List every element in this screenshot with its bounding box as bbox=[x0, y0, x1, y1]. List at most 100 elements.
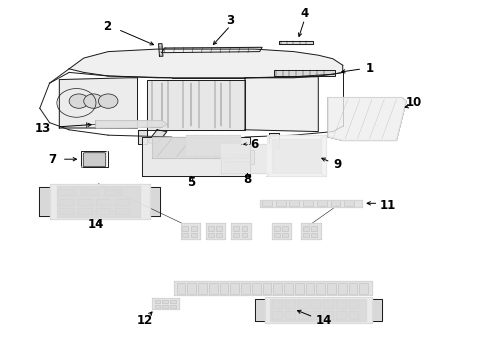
Polygon shape bbox=[372, 300, 382, 320]
Bar bbox=[284, 283, 293, 294]
Text: 14: 14 bbox=[316, 314, 332, 327]
Bar bbox=[155, 300, 160, 303]
Bar bbox=[198, 283, 207, 294]
Bar bbox=[191, 141, 233, 149]
Text: 5: 5 bbox=[187, 176, 196, 189]
Circle shape bbox=[84, 94, 103, 108]
Bar bbox=[191, 226, 196, 231]
Bar bbox=[273, 283, 282, 294]
Text: 2: 2 bbox=[103, 20, 111, 33]
Bar bbox=[312, 226, 318, 231]
Bar bbox=[295, 283, 304, 294]
Polygon shape bbox=[162, 47, 262, 53]
Bar bbox=[338, 283, 346, 294]
Text: 3: 3 bbox=[226, 14, 234, 27]
Bar bbox=[78, 208, 92, 214]
Polygon shape bbox=[147, 130, 167, 144]
Bar bbox=[312, 233, 318, 237]
Text: 12: 12 bbox=[137, 314, 153, 327]
FancyBboxPatch shape bbox=[83, 153, 106, 167]
Bar bbox=[176, 283, 185, 294]
Text: 1: 1 bbox=[366, 62, 374, 75]
Polygon shape bbox=[267, 135, 326, 176]
Text: 8: 8 bbox=[244, 173, 251, 186]
Bar bbox=[303, 226, 309, 231]
Bar bbox=[193, 150, 199, 153]
Bar bbox=[348, 311, 358, 319]
Polygon shape bbox=[152, 137, 240, 158]
Bar bbox=[216, 226, 222, 231]
Bar bbox=[233, 233, 239, 237]
Text: 11: 11 bbox=[379, 199, 395, 212]
Bar bbox=[220, 283, 228, 294]
Polygon shape bbox=[143, 137, 250, 176]
Circle shape bbox=[98, 94, 118, 108]
Bar bbox=[208, 226, 214, 231]
Polygon shape bbox=[150, 187, 160, 216]
Bar bbox=[252, 283, 261, 294]
Bar bbox=[311, 301, 320, 309]
Bar bbox=[97, 199, 110, 205]
Bar bbox=[285, 301, 295, 309]
Bar bbox=[182, 233, 188, 237]
Bar bbox=[317, 283, 325, 294]
Bar bbox=[272, 311, 282, 319]
Polygon shape bbox=[279, 41, 314, 44]
Polygon shape bbox=[245, 77, 318, 132]
Polygon shape bbox=[301, 223, 321, 239]
Bar bbox=[311, 311, 320, 319]
Bar bbox=[359, 283, 368, 294]
Polygon shape bbox=[147, 80, 245, 130]
Bar bbox=[344, 201, 354, 206]
Polygon shape bbox=[96, 121, 167, 128]
Text: 4: 4 bbox=[300, 8, 309, 21]
Bar bbox=[216, 233, 222, 237]
Bar bbox=[303, 233, 309, 237]
Circle shape bbox=[69, 94, 89, 108]
Bar bbox=[306, 283, 315, 294]
Bar bbox=[201, 150, 208, 153]
Polygon shape bbox=[180, 223, 200, 239]
Polygon shape bbox=[186, 135, 240, 155]
Bar bbox=[298, 311, 308, 319]
Bar bbox=[317, 201, 327, 206]
Polygon shape bbox=[59, 78, 138, 128]
Bar bbox=[219, 150, 225, 153]
Polygon shape bbox=[265, 297, 372, 323]
Bar bbox=[225, 166, 232, 170]
Bar bbox=[224, 150, 254, 164]
Bar bbox=[58, 189, 75, 195]
Bar bbox=[242, 233, 247, 237]
Bar bbox=[243, 166, 250, 170]
Bar bbox=[327, 283, 336, 294]
Bar bbox=[323, 301, 333, 309]
Bar bbox=[170, 300, 175, 303]
Polygon shape bbox=[220, 144, 274, 173]
Bar bbox=[282, 226, 288, 231]
Bar bbox=[170, 305, 175, 308]
Bar bbox=[290, 201, 299, 206]
Bar bbox=[336, 301, 345, 309]
Bar bbox=[234, 166, 241, 170]
Polygon shape bbox=[57, 186, 140, 217]
Polygon shape bbox=[39, 187, 49, 216]
Bar bbox=[233, 226, 239, 231]
Bar bbox=[115, 199, 129, 205]
Bar bbox=[303, 201, 313, 206]
Polygon shape bbox=[69, 49, 343, 78]
Bar bbox=[191, 233, 196, 237]
Text: 13: 13 bbox=[35, 122, 51, 135]
Bar bbox=[241, 283, 250, 294]
Bar bbox=[162, 305, 168, 308]
Bar bbox=[208, 233, 214, 237]
Polygon shape bbox=[231, 223, 251, 239]
Bar bbox=[182, 226, 188, 231]
Bar bbox=[230, 283, 239, 294]
Polygon shape bbox=[81, 151, 108, 167]
Bar bbox=[210, 150, 217, 153]
Bar bbox=[242, 226, 247, 231]
Bar bbox=[263, 283, 271, 294]
Bar bbox=[348, 301, 358, 309]
Bar bbox=[104, 189, 122, 195]
Bar bbox=[155, 305, 160, 308]
